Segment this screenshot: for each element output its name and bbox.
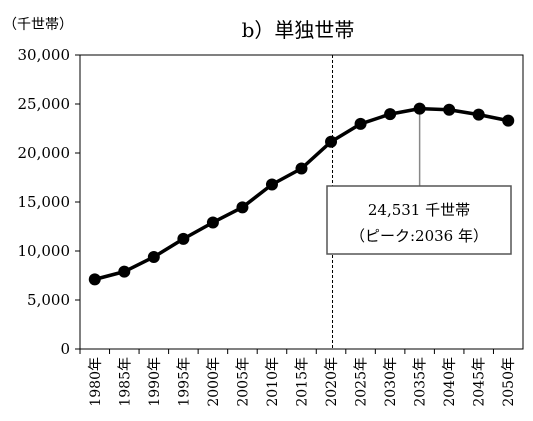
y-tick-label: 0 [60, 340, 70, 358]
x-tick-label: 2015年 [295, 357, 311, 407]
data-point [502, 114, 515, 127]
chart-unit-label: （千世帯） [3, 17, 73, 33]
x-tick-label: 1980年 [88, 357, 104, 407]
data-point [295, 162, 308, 175]
x-tick-label: 1985年 [117, 357, 133, 407]
x-tick-label: 1990年 [147, 357, 163, 407]
data-point [354, 117, 367, 130]
x-tick-label: 2050年 [501, 357, 517, 407]
x-tick-label: 2010年 [265, 357, 281, 407]
callout-box [326, 185, 512, 255]
y-axis-ticks: 0 5,000 10,000 15,000 20,000 25,000 30,000 [18, 46, 80, 358]
x-tick-label: 2005年 [235, 357, 251, 407]
chart-title: b）単独世帯 [242, 18, 355, 42]
data-point [384, 108, 397, 121]
series-points [88, 102, 515, 286]
x-tick-label: 2025年 [354, 357, 370, 407]
data-point [118, 265, 131, 278]
callout-peak-year: （ピーク:2036 年） [350, 227, 488, 245]
x-tick-label: 1995年 [176, 357, 192, 407]
x-tick-label: 2030年 [383, 357, 399, 407]
peak-callout: 24,531 千世帯 （ピーク:2036 年） [326, 185, 512, 255]
data-point [88, 273, 101, 286]
data-point [265, 178, 278, 191]
y-tick-label: 25,000 [18, 95, 71, 113]
x-tick-label: 2020年 [324, 357, 340, 407]
data-point [236, 201, 249, 214]
y-tick-label: 20,000 [18, 144, 71, 162]
x-tick-label: 2000年 [206, 357, 222, 407]
data-point [147, 250, 160, 263]
callout-value: 24,531 千世帯 [368, 201, 470, 219]
data-point [325, 135, 338, 148]
y-tick-label: 5,000 [27, 291, 70, 309]
y-tick-label: 10,000 [18, 242, 71, 260]
data-point [413, 102, 426, 115]
x-axis-ticks: 1980年 1985年 1990年 1995年 2000年 2005年 2010年 2015年… [79, 349, 517, 407]
data-point [472, 108, 485, 121]
y-tick-label: 30,000 [18, 46, 71, 64]
y-tick-label: 15,000 [18, 193, 71, 211]
data-point [177, 232, 190, 245]
x-tick-label: 2045年 [472, 357, 488, 407]
data-point [206, 216, 219, 229]
x-tick-label: 2040年 [442, 357, 458, 407]
data-point [443, 103, 456, 116]
x-tick-label: 2035年 [413, 357, 429, 407]
